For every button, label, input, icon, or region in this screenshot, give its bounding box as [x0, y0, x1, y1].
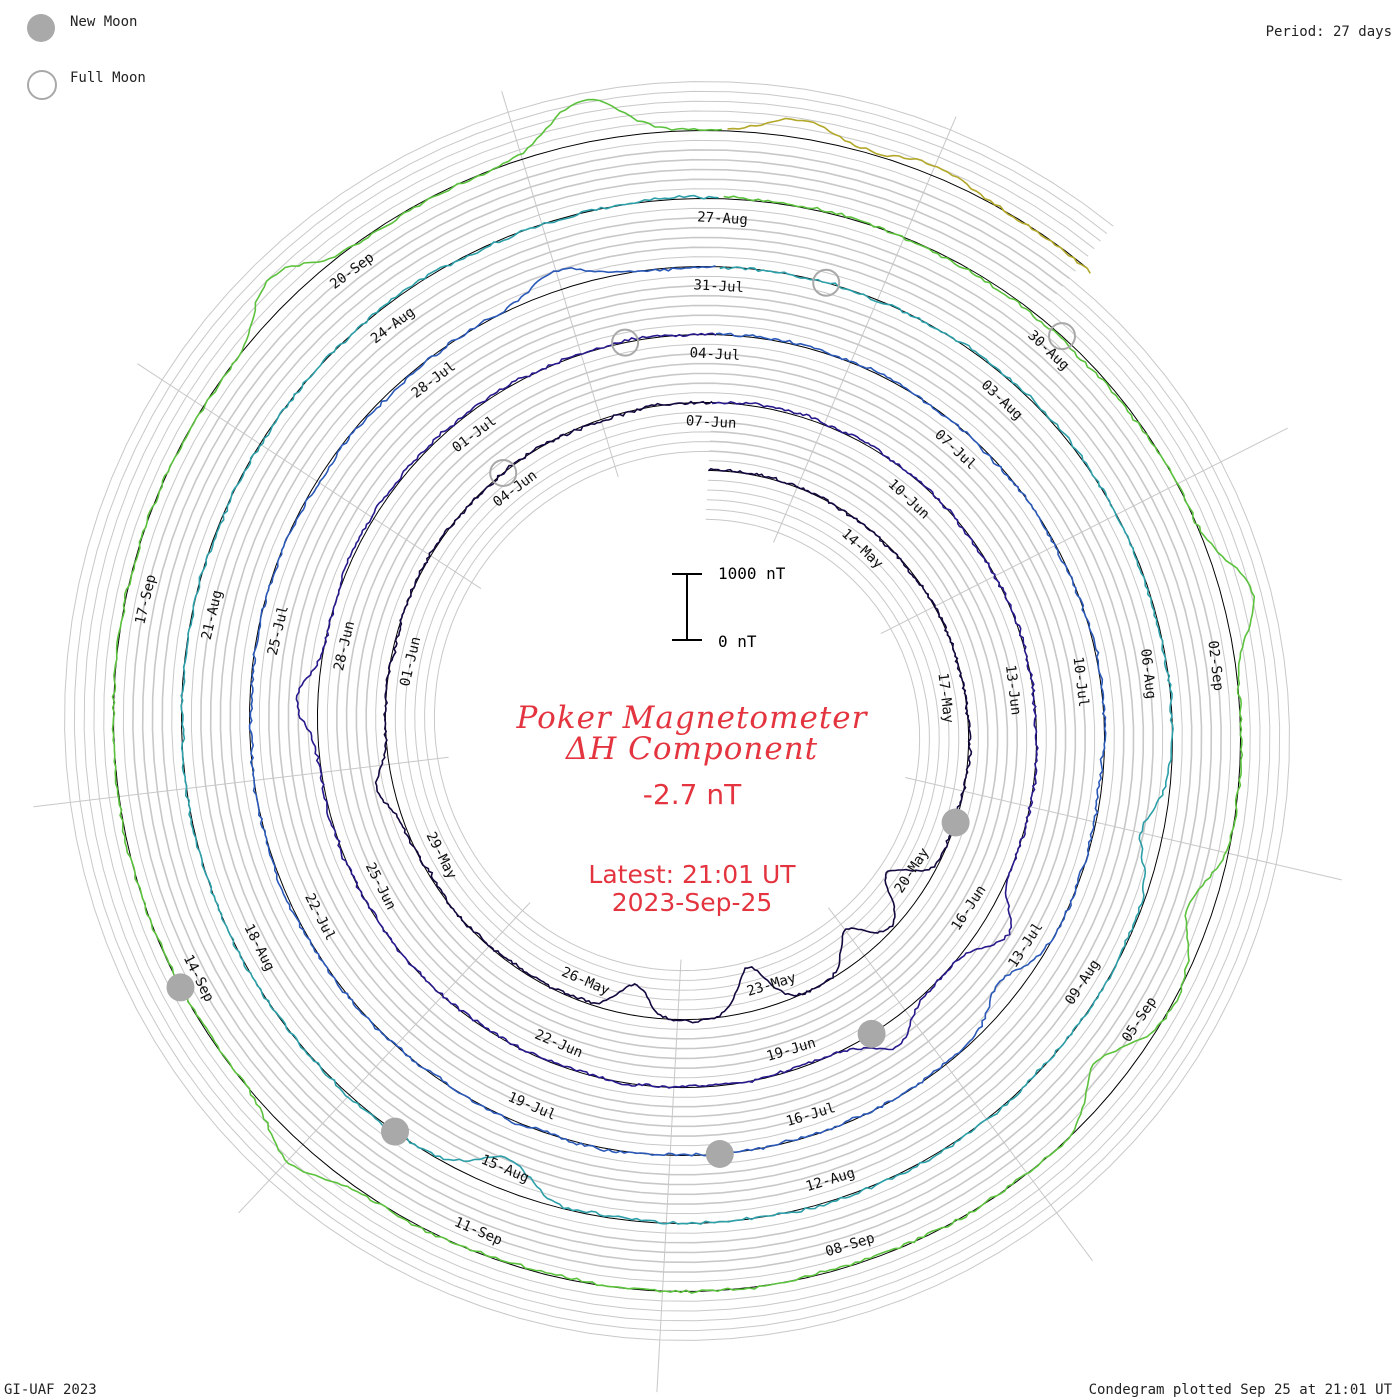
new-moon-marker — [166, 973, 195, 1002]
date-label: 03-Aug — [978, 377, 1026, 423]
scale-bar — [672, 573, 702, 641]
date-label: 22-Jun — [532, 1027, 585, 1062]
radial-spoke — [33, 756, 449, 808]
radial-spokes — [33, 91, 1342, 1393]
date-label: 11-Sep — [452, 1214, 505, 1249]
date-label: 02-Sep — [1204, 640, 1226, 692]
scale-top-label: 1000 nT — [718, 564, 786, 583]
radial-spoke — [905, 777, 1342, 881]
radial-spoke — [656, 959, 682, 1393]
magnetometer-trace — [111, 98, 1256, 1294]
latest-date: 2023-Sep-25 — [611, 888, 773, 917]
reference-ring — [93, 110, 1261, 1312]
new-moon-legend-label: New Moon — [70, 14, 138, 30]
date-label: 24-Aug — [368, 304, 418, 347]
reference-ring — [142, 159, 1212, 1263]
new-moon-marker — [941, 808, 970, 837]
trace-segment — [727, 117, 1091, 274]
date-label: 28-Jul — [409, 359, 459, 402]
date-label: 07-Jun — [685, 413, 736, 432]
full-moon-marker — [611, 328, 640, 357]
chart-title: Poker Magnetometer — [516, 700, 868, 736]
reference-ring — [64, 81, 1290, 1341]
plotted-timestamp: Condegram plotted Sep 25 at 21:01 UT — [1088, 1382, 1392, 1398]
scale-bottom-label: 0 nT — [718, 632, 757, 651]
reference-ring — [122, 139, 1232, 1283]
reference-ring — [103, 120, 1251, 1302]
radial-spoke — [880, 427, 1289, 635]
new-moon-legend-icon — [27, 14, 55, 42]
moon-phase-markers — [166, 268, 1076, 1168]
radial-spoke — [827, 907, 1093, 1261]
trace-segment — [180, 194, 1174, 1225]
period-label: Period: 27 days — [1265, 24, 1392, 40]
credit-label: GI-UAF 2023 — [4, 1382, 97, 1398]
trace-segment — [374, 400, 973, 1024]
full-moon-legend-icon — [27, 70, 57, 100]
date-label: 04-Jul — [689, 345, 740, 364]
date-label: 10-Jul — [1069, 656, 1091, 708]
trace-segment — [248, 265, 1107, 1157]
latest-time: Latest: 21:01 UT — [588, 860, 796, 889]
reference-rings — [64, 81, 1290, 1341]
radial-spoke — [501, 91, 619, 478]
full-moon-marker — [1048, 322, 1076, 351]
radial-spoke — [773, 116, 957, 543]
date-label: 07-Jul — [931, 427, 979, 473]
date-label: 27-Aug — [697, 209, 748, 228]
trace-segment — [295, 332, 1039, 1089]
reference-ring — [73, 90, 1281, 1332]
full-moon-marker — [812, 268, 841, 297]
date-label: 31-Jul — [693, 277, 744, 296]
radial-spoke — [137, 363, 482, 590]
new-moon-marker — [857, 1019, 886, 1048]
reference-ring — [152, 169, 1202, 1253]
trace-segment — [111, 98, 1256, 1294]
current-value: -2.7 nT — [642, 778, 742, 811]
reference-ring — [132, 149, 1222, 1273]
full-moon-legend-label: Full Moon — [70, 70, 146, 86]
full-moon-marker — [489, 459, 518, 487]
date-label: 17-May — [934, 672, 956, 724]
new-moon-marker — [705, 1140, 734, 1168]
chart-subtitle: ΔH Component — [565, 731, 819, 767]
date-label: 14-May — [838, 526, 886, 572]
date-label: 10-Jun — [885, 476, 933, 522]
date-label: 06-Aug — [1137, 648, 1159, 700]
reference-ring — [162, 179, 1192, 1243]
new-moon-marker — [381, 1117, 409, 1146]
date-label: 19-Jul — [505, 1089, 558, 1124]
date-label: 13-Jun — [1002, 664, 1024, 716]
reference-ring — [83, 100, 1271, 1322]
